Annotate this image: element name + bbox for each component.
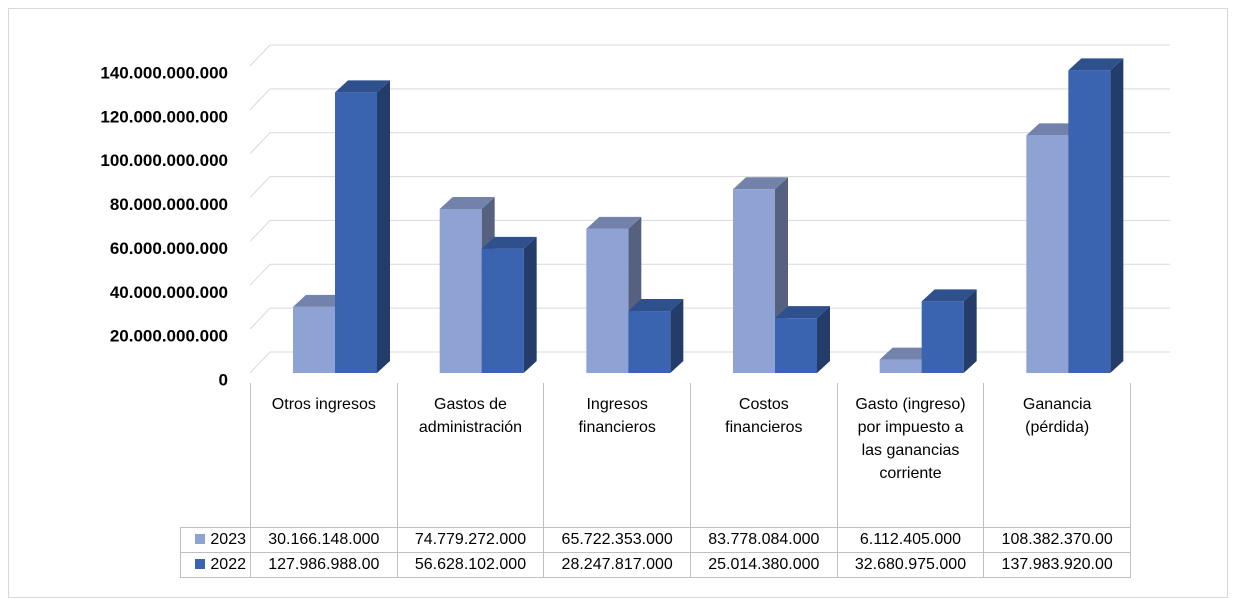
bar-side (670, 299, 684, 373)
y-tick-label: 0 (219, 370, 228, 389)
legend-swatch (195, 534, 206, 544)
bar-top (921, 289, 977, 302)
y-tick-label: 120.000.000.000 (100, 107, 228, 126)
category-label: Ingresos financieros (543, 383, 691, 527)
table-value: 74.779.272.000 (396, 527, 545, 553)
y-tick-label: 60.000.000.000 (110, 239, 228, 258)
bar (628, 299, 684, 373)
table-value: 137.983.920.00 (983, 552, 1131, 578)
table-value: 25.014.380.000 (690, 552, 838, 578)
legend-label: 2023 (210, 531, 246, 548)
bar-front (628, 311, 671, 373)
category-label: Ganancia (pérdida) (983, 383, 1131, 527)
bar-top (879, 347, 935, 360)
bar (879, 347, 935, 373)
side-grid-line (249, 44, 271, 67)
table-value: 127.986.988.00 (250, 552, 398, 578)
bar-front (775, 318, 817, 373)
side-grid-line (249, 263, 271, 286)
table-value: 28.247.817.000 (543, 552, 691, 578)
category-label: Gasto (ingreso) por impuesto a las ganan… (836, 383, 985, 527)
bar (481, 236, 537, 373)
bar-front (293, 306, 335, 373)
bar-top (293, 294, 348, 307)
bar-top (481, 236, 537, 249)
table-value: 30.166.148.000 (250, 527, 398, 553)
table-value: 65.722.353.000 (543, 527, 691, 553)
category-label: Gastos de administración (396, 383, 545, 527)
bar (1068, 58, 1124, 374)
category-label: Costos financieros (690, 383, 838, 527)
table-value: 108.382.370.00 (983, 527, 1131, 553)
bar-side (377, 80, 390, 373)
legend-cell: 2022 (180, 552, 251, 578)
bar (335, 80, 390, 373)
table-value: 83.778.084.000 (690, 527, 838, 553)
legend-cell: 2023 (180, 527, 251, 553)
bar-top (733, 177, 788, 190)
bar-front (921, 301, 964, 373)
bar-front (1068, 70, 1111, 374)
bar-top (775, 306, 830, 319)
side-grid-line (249, 176, 271, 198)
y-tick-label: 100.000.000.000 (100, 151, 228, 170)
bar (733, 177, 788, 373)
bar-front (481, 248, 524, 373)
bar-front (439, 209, 482, 373)
bar-top (335, 80, 390, 93)
chart-frame (8, 8, 1228, 598)
bar-top (586, 216, 642, 229)
bar-side (1110, 58, 1124, 374)
side-grid-line (249, 220, 271, 242)
side-grid-line (249, 307, 271, 330)
side-grid-line (249, 132, 271, 155)
bar-top (1068, 58, 1124, 71)
bar (921, 289, 977, 373)
table-value: 56.628.102.000 (396, 552, 545, 578)
legend-swatch (195, 559, 206, 569)
bar-top (628, 299, 684, 312)
bar-top (439, 197, 495, 210)
side-grid-line (249, 88, 271, 111)
bar-top (1026, 123, 1082, 136)
bar-front (733, 189, 775, 373)
bar-side (523, 236, 537, 373)
bar-side (817, 306, 830, 373)
legend-label: 2022 (210, 556, 246, 573)
table-value: 32.680.975.000 (836, 552, 985, 578)
y-tick-label: 80.000.000.000 (110, 195, 228, 214)
table-value: 6.112.405.000 (836, 527, 985, 553)
y-tick-label: 140.000.000.000 (100, 63, 228, 82)
category-label: Otros ingresos (250, 383, 398, 527)
y-tick-label: 20.000.000.000 (110, 327, 228, 346)
bar (775, 306, 830, 373)
side-grid-line (249, 351, 271, 374)
bar-front (1026, 135, 1069, 373)
bar-front (586, 228, 629, 373)
bar-front (335, 92, 377, 373)
y-tick-label: 40.000.000.000 (110, 283, 228, 302)
bar-front (879, 359, 922, 373)
bar-side (963, 289, 977, 373)
